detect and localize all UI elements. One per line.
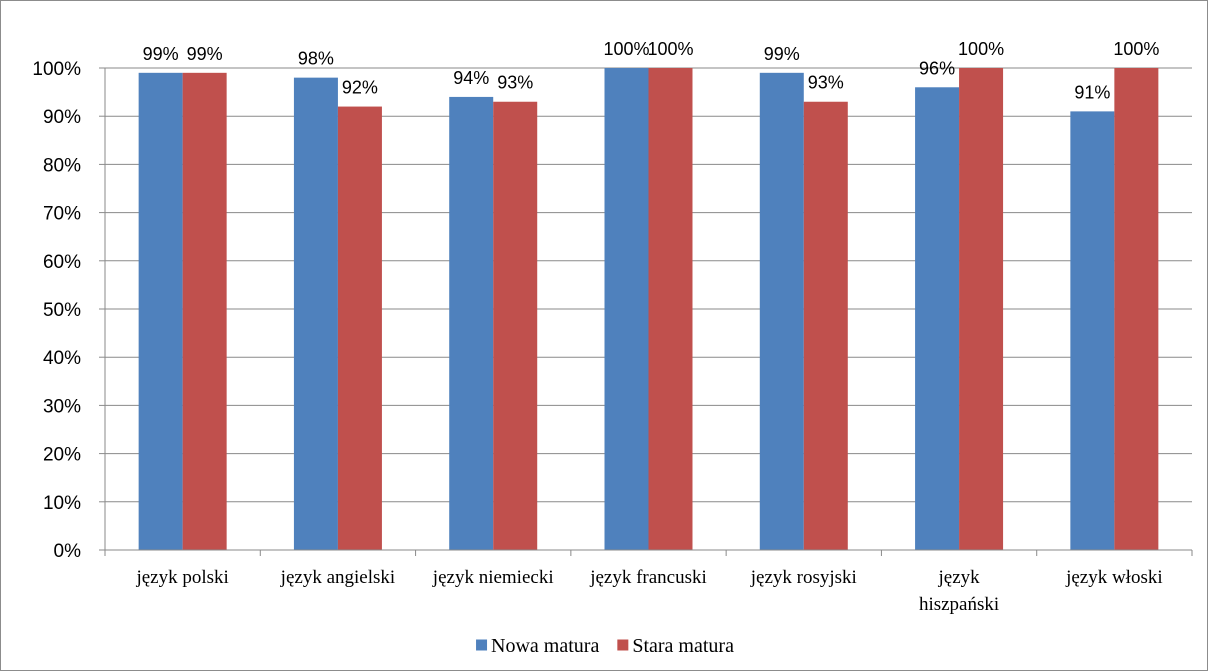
bar (959, 68, 1004, 550)
bars (138, 68, 1159, 551)
y-tick-label: 30% (43, 396, 81, 417)
data-label: 96% (919, 58, 955, 78)
data-label: 93% (808, 73, 844, 93)
data-labels: 99% 99% 98%92% 94% 93%100%100% 99%93%96%100%9… (143, 39, 1160, 102)
y-tick-label: 100% (32, 59, 81, 80)
data-label: 98% (298, 49, 334, 69)
bar (449, 96, 494, 551)
x-tick-label: język francuski (589, 567, 707, 588)
x-tick-label: język włoski (1065, 567, 1163, 588)
x-tick-label-line: język angielski (280, 567, 396, 588)
y-axis-ticks: 0% 10% 20% 30% 40% 50% 60% 70% 80% 90% 100% (32, 59, 105, 562)
data-label: 99% (143, 44, 179, 64)
bar (182, 72, 227, 550)
data-label: 100% (647, 39, 693, 59)
bar (1070, 111, 1115, 550)
bar (915, 87, 960, 550)
bar (803, 101, 848, 551)
bar (759, 72, 804, 550)
x-tick-label: język hiszpański (919, 567, 999, 615)
data-label: 100% (958, 39, 1004, 59)
y-tick-label: 20% (43, 445, 81, 466)
data-label: 99% (764, 44, 800, 64)
data-label: 92% (342, 78, 378, 98)
legend-swatch (476, 639, 488, 651)
bar (493, 101, 538, 551)
x-axis-ticks: język polski język angielski język niemiec… (135, 567, 1162, 615)
y-tick-label: 10% (43, 493, 81, 514)
x-tick-label-line: język (937, 567, 980, 588)
x-tick-label-line: hiszpański (919, 594, 999, 615)
legend-label: Stara matura (632, 635, 734, 657)
data-label: 100% (1113, 39, 1159, 59)
y-tick-label: 70% (43, 204, 81, 225)
bar (337, 106, 382, 550)
data-label: 94% (453, 68, 489, 88)
data-label: 93% (497, 73, 533, 93)
bar (138, 72, 183, 550)
legend-swatch (617, 639, 629, 651)
x-tick-label-line: język niemiecki (432, 567, 554, 588)
legend-label: Nowa matura (491, 635, 599, 657)
bar (648, 68, 693, 550)
x-tick-label: język rosyjski (750, 567, 857, 588)
x-tick-label: język polski (135, 567, 228, 588)
data-label: 100% (603, 39, 649, 59)
x-tick-label: język niemiecki (432, 567, 554, 588)
y-tick-label: 0% (54, 541, 82, 562)
y-tick-label: 60% (43, 252, 81, 273)
bar (604, 68, 649, 550)
x-tick-label-line: język francuski (589, 567, 707, 588)
x-tick-label: język angielski (280, 567, 396, 588)
data-label: 91% (1074, 82, 1110, 102)
data-label: 99% (187, 44, 223, 64)
x-tick-label-line: język rosyjski (750, 567, 857, 588)
y-tick-label: 90% (43, 107, 81, 128)
legend: Nowa matura Stara matura (476, 635, 734, 657)
x-tick-label-line: język włoski (1065, 567, 1163, 588)
bar (1114, 68, 1159, 550)
x-tick-label-line: język polski (135, 567, 228, 588)
y-tick-label: 80% (43, 155, 81, 176)
y-tick-label: 40% (43, 348, 81, 369)
y-tick-label: 50% (43, 300, 81, 321)
bar (293, 77, 338, 550)
